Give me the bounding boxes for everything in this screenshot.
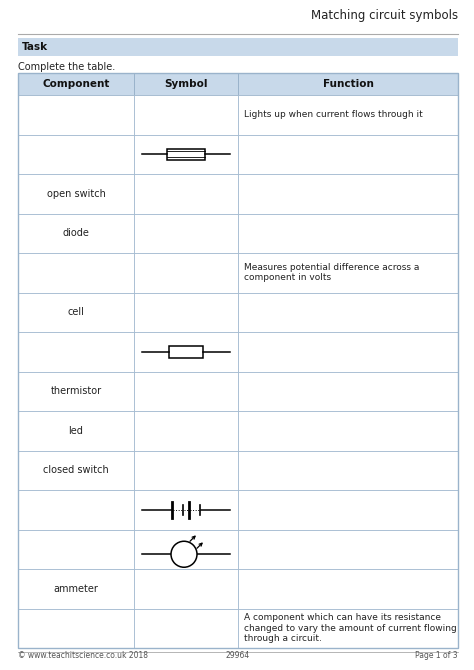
Bar — [18, 608, 134, 648]
Bar — [238, 293, 458, 332]
Bar — [238, 411, 458, 450]
Text: Measures potential difference across a
component in volts: Measures potential difference across a c… — [244, 263, 419, 283]
Text: Component: Component — [42, 79, 109, 89]
Bar — [167, 149, 205, 159]
Bar — [238, 450, 458, 490]
Bar — [134, 73, 238, 95]
Bar — [238, 95, 458, 135]
Bar — [18, 569, 134, 608]
Text: open switch: open switch — [46, 189, 105, 199]
Text: ammeter: ammeter — [54, 584, 99, 594]
Bar — [238, 371, 458, 411]
Bar — [134, 490, 238, 529]
Text: 29964: 29964 — [226, 651, 250, 660]
Text: Complete the table.: Complete the table. — [18, 62, 115, 72]
Bar — [18, 214, 134, 253]
Text: Task: Task — [22, 42, 48, 52]
Bar — [18, 253, 134, 293]
Bar — [238, 174, 458, 214]
Bar — [238, 529, 458, 569]
Bar — [18, 135, 134, 174]
Bar — [18, 371, 134, 411]
Text: © www.teachitscience.co.uk 2018: © www.teachitscience.co.uk 2018 — [18, 651, 148, 660]
Bar — [169, 346, 203, 358]
Bar — [18, 73, 458, 648]
Bar — [238, 253, 458, 293]
Bar — [18, 73, 134, 95]
Bar — [18, 293, 134, 332]
Text: Matching circuit symbols: Matching circuit symbols — [311, 9, 458, 22]
Text: cell: cell — [68, 308, 84, 318]
Text: closed switch: closed switch — [43, 465, 109, 475]
Bar — [134, 135, 238, 174]
Bar — [18, 529, 134, 569]
Bar — [134, 293, 238, 332]
Bar — [134, 332, 238, 371]
Text: thermistor: thermistor — [50, 386, 101, 396]
Bar — [134, 569, 238, 608]
Bar — [18, 411, 134, 450]
Bar — [134, 411, 238, 450]
Text: Lights up when current flows through it: Lights up when current flows through it — [244, 111, 423, 119]
Bar — [18, 450, 134, 490]
Bar — [134, 371, 238, 411]
Bar — [134, 253, 238, 293]
Text: A component which can have its resistance
changed to vary the amount of current : A component which can have its resistanc… — [244, 613, 457, 643]
Bar — [18, 332, 134, 371]
Bar — [134, 174, 238, 214]
Bar — [238, 608, 458, 648]
Text: Page 1 of 3: Page 1 of 3 — [415, 651, 458, 660]
Bar — [238, 135, 458, 174]
Bar — [18, 95, 134, 135]
Bar — [18, 38, 458, 56]
Bar — [238, 490, 458, 529]
Bar — [18, 174, 134, 214]
Bar — [18, 490, 134, 529]
Text: led: led — [69, 425, 83, 436]
Bar — [134, 95, 238, 135]
Bar — [238, 214, 458, 253]
Text: Function: Function — [323, 79, 374, 89]
Bar — [134, 214, 238, 253]
Text: Symbol: Symbol — [164, 79, 208, 89]
Text: diode: diode — [63, 228, 90, 239]
Bar — [134, 608, 238, 648]
Bar — [238, 73, 458, 95]
Bar — [238, 569, 458, 608]
Bar — [238, 332, 458, 371]
Bar — [134, 529, 238, 569]
Circle shape — [171, 541, 197, 567]
Bar — [134, 450, 238, 490]
